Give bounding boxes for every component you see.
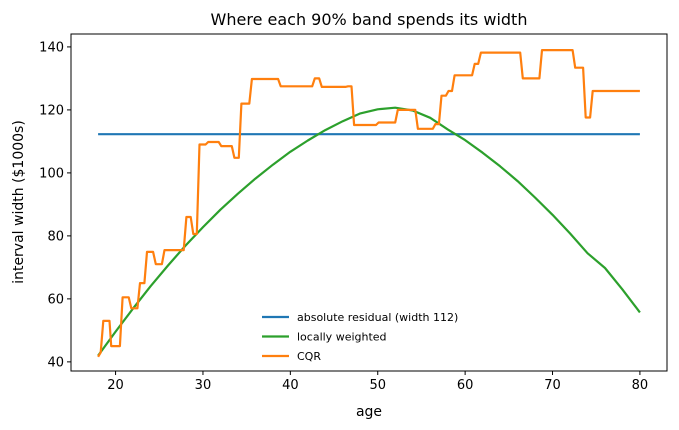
plot-area <box>97 48 641 358</box>
y-axis-label: interval width ($1000s) <box>11 120 27 284</box>
x-axis-label: age <box>356 404 382 420</box>
y-tick-label: 120 <box>39 103 64 118</box>
x-tick-label: 30 <box>195 378 212 393</box>
legend-label-cqr: CQR <box>297 350 321 363</box>
legend-label-absolute-residual-width-112: absolute residual (width 112) <box>297 311 458 324</box>
series-line-locally-weighted <box>97 106 641 357</box>
x-tick-label: 20 <box>107 378 124 393</box>
x-axis: 20 30 40 50 60 70 80 <box>107 371 648 393</box>
x-tick-label: 80 <box>632 378 649 393</box>
x-tick-label: 40 <box>282 378 299 393</box>
x-tick-label: 60 <box>457 378 474 393</box>
y-tick-label: 140 <box>39 40 64 55</box>
legend: absolute residual (width 112) locally wei… <box>262 311 458 363</box>
series-line-cqr <box>97 48 640 358</box>
legend-label-locally-weighted: locally weighted <box>297 331 387 344</box>
y-tick-label: 80 <box>47 229 64 244</box>
y-tick-label: 40 <box>47 355 64 370</box>
chart-title: Where each 90% band spends its width <box>211 10 528 29</box>
y-tick-label: 100 <box>39 166 64 181</box>
y-tick-label: 60 <box>47 292 64 307</box>
x-tick-label: 70 <box>544 378 561 393</box>
y-axis: 40 60 80 100 120 140 <box>39 40 71 370</box>
x-tick-label: 50 <box>369 378 386 393</box>
plot-frame <box>70 33 668 372</box>
